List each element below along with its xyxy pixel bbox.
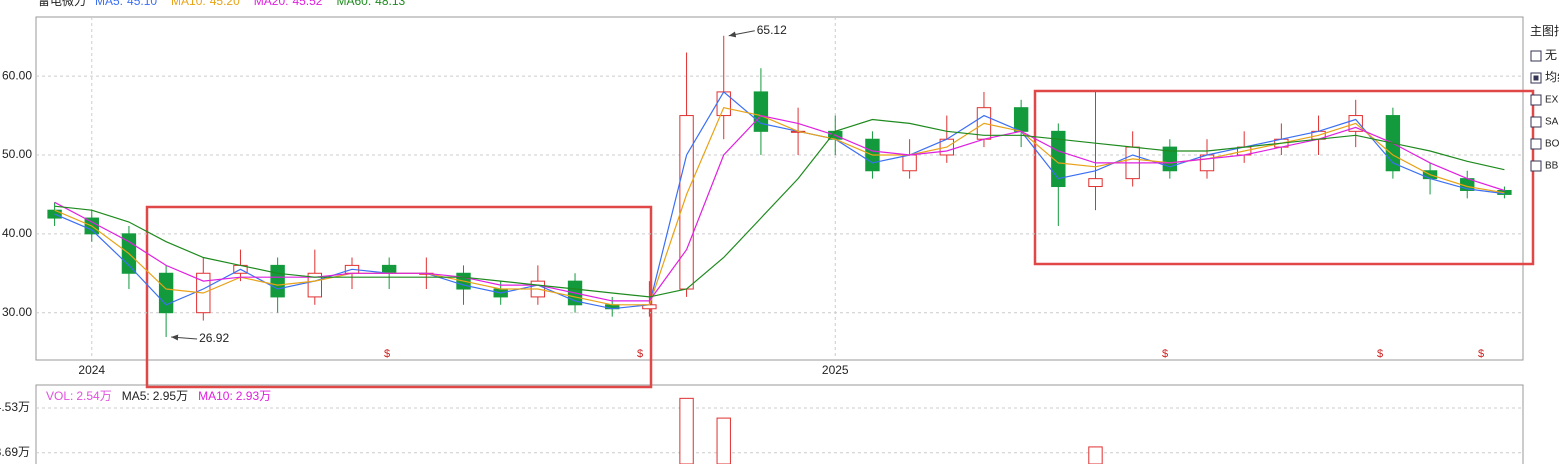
annotation-label: 26.92 <box>199 331 229 345</box>
legend-name: MA20: <box>254 0 289 8</box>
candle-body <box>307 272 323 298</box>
stock-name: 雷电微力 <box>38 0 86 8</box>
svg-text:$: $ <box>1162 348 1168 360</box>
ma-line <box>54 118 1505 298</box>
candle-body <box>753 91 769 132</box>
candle-body <box>1162 146 1178 172</box>
annotation-label: 65.12 <box>757 23 787 37</box>
price-panel <box>35 16 1524 361</box>
legend-name: MA60: <box>336 0 371 8</box>
vol-legend-name: VOL: <box>46 389 73 403</box>
annotation-arrow <box>171 334 198 341</box>
svg-text:$: $ <box>1377 348 1383 360</box>
svg-text:$: $ <box>384 348 390 360</box>
ma-line <box>54 107 1505 306</box>
volume-bar <box>1088 446 1103 464</box>
candle-body <box>902 154 917 172</box>
side-item: 无 <box>1545 48 1557 62</box>
checkbox-mark <box>1533 75 1539 81</box>
y-tick-label: 50.00 <box>2 147 32 161</box>
signal-markers: $ $ $ $ $ <box>384 348 1484 360</box>
legend-value: 45.10 <box>127 0 157 8</box>
side-item: EXPMA <box>1545 95 1559 106</box>
side-item: 均线 <box>1545 70 1559 84</box>
vol-legend-value: 2.93万 <box>236 389 271 403</box>
side-item: BOLL <box>1545 139 1559 150</box>
side-item: BBI <box>1545 161 1559 172</box>
legend-value: 45.20 <box>210 0 240 8</box>
vol-legend-name: MA5: <box>122 389 150 403</box>
side-item: SAR <box>1545 117 1559 128</box>
y-tick-label: 30.00 <box>2 305 32 319</box>
ma-line <box>54 90 1505 310</box>
vol-tick-label: 3.69万 <box>0 445 30 459</box>
legend-name: MA5: <box>95 0 123 8</box>
checkbox[interactable] <box>1530 138 1542 150</box>
y-tick-label: 60.00 <box>2 68 32 82</box>
svg-text:$: $ <box>1478 348 1484 360</box>
annotation-arrow <box>728 30 755 38</box>
y-tick-label: 40.00 <box>2 226 32 240</box>
candle-body <box>1013 107 1029 132</box>
highlight-box <box>1033 89 1535 266</box>
candle-body <box>1051 130 1066 188</box>
legend-name: MA10: <box>171 0 206 8</box>
candle-body <box>679 115 694 290</box>
svg-text:$: $ <box>637 348 643 360</box>
vol-tick-label: 4.53万 <box>0 400 30 414</box>
vol-legend-value: 2.95万 <box>153 389 188 403</box>
legend-value: 45.52 <box>292 0 322 8</box>
x-tick-label: 2025 <box>822 363 849 377</box>
volume-panel <box>35 384 1524 464</box>
checkbox[interactable] <box>1530 50 1542 62</box>
checkbox[interactable] <box>1530 160 1542 172</box>
vol-legend-name: MA10: <box>198 389 233 403</box>
side-title: 主图指标 <box>1530 23 1559 38</box>
candle-body <box>47 209 62 219</box>
candle-body <box>158 272 174 314</box>
legend-value: 48.13 <box>375 0 405 8</box>
ma-line <box>54 114 1505 302</box>
x-tick-label: 2024 <box>78 363 105 377</box>
candle-body <box>270 264 285 298</box>
checkbox[interactable] <box>1530 94 1542 106</box>
volume-bar <box>716 417 731 464</box>
vol-legend-value: 2.54万 <box>76 389 111 403</box>
checkbox[interactable] <box>1530 116 1542 128</box>
volume-bar <box>679 397 694 464</box>
candle-body <box>1088 178 1103 188</box>
candle-body <box>381 264 397 274</box>
